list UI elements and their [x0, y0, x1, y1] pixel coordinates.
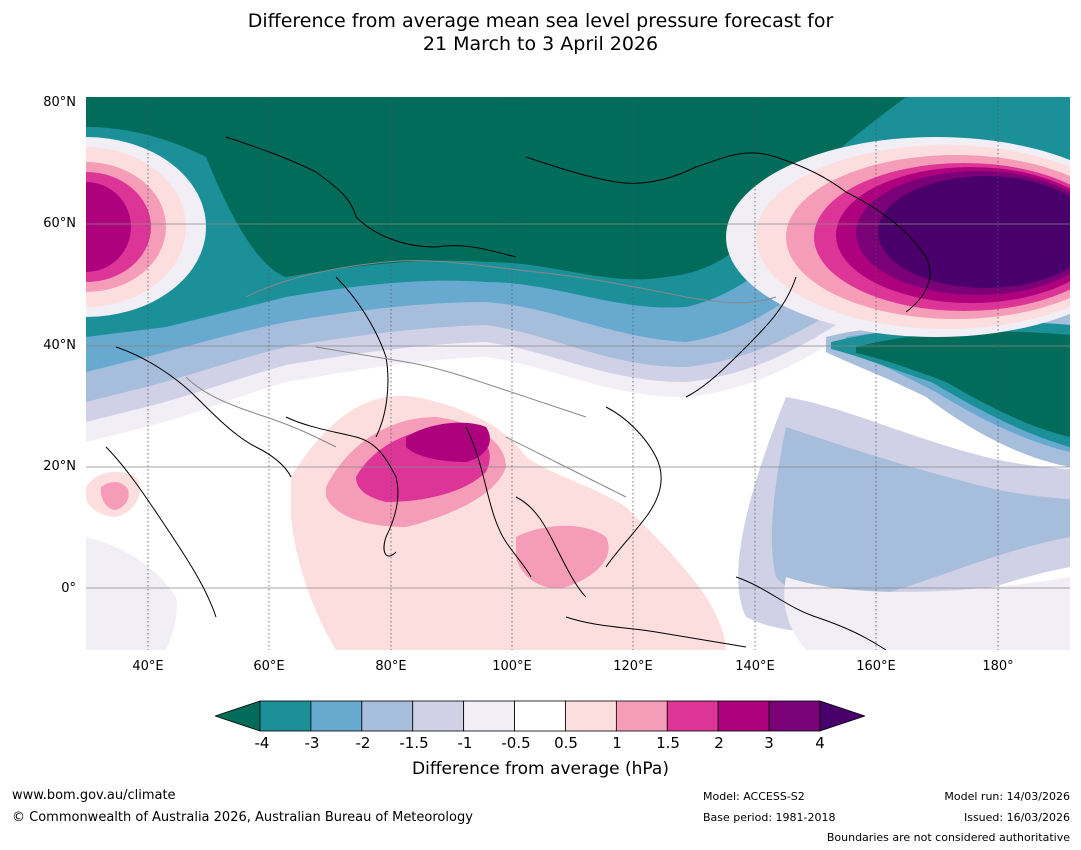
lat-label-40n: 40°N [43, 338, 76, 353]
colorbar-title: Difference from average (hPa) [412, 759, 669, 779]
title-line-1: Difference from average mean sea level p… [247, 10, 834, 32]
disclaimer-text: Boundaries are not considered authoritat… [826, 831, 1070, 844]
title-line-2: 21 March to 3 April 2026 [422, 33, 659, 55]
lon-label-160e: 160°E [856, 659, 896, 674]
website-link[interactable]: www.bom.gov.au/climate [12, 788, 176, 803]
tropical-light-anomaly [86, 397, 1070, 650]
colorbar-swatch [412, 700, 465, 732]
model-run-text: Model run: 14/03/2026 [944, 790, 1070, 803]
copyright-text: © Commonwealth of Australia 2026, Austra… [12, 810, 473, 825]
map-title: Difference from average mean sea level p… [0, 10, 1081, 56]
colorbar-swatch [666, 700, 719, 732]
colorbar-tick: 1 [612, 734, 622, 752]
positive-anomaly-south-asia [86, 395, 726, 650]
base-period-text: Base period: 1981-2018 [703, 811, 836, 824]
lat-label-0: 0° [61, 581, 76, 596]
lon-label-60e: 60°E [253, 659, 285, 674]
colorbar-tick: -0.5 [501, 734, 531, 752]
lon-label-140e: 140°E [735, 659, 775, 674]
lon-label-40e: 40°E [132, 659, 164, 674]
negative-anomaly-pacific [826, 320, 1070, 467]
lon-label-80e: 80°E [375, 659, 407, 674]
colorbar-swatch [310, 700, 363, 732]
colorbar-swatch [615, 700, 668, 732]
lat-label-20n: 20°N [43, 459, 76, 474]
colorbar-tick: -1.5 [399, 734, 429, 752]
coastlines [105, 136, 931, 650]
positive-anomaly-pacific [726, 137, 1070, 337]
lat-label-80n: 80°N [43, 95, 76, 110]
colorbar-swatch [768, 700, 821, 732]
positive-anomaly-west [86, 137, 206, 317]
pressure-anomaly-map [86, 97, 1070, 650]
map-gridlines [86, 97, 1070, 650]
issued-text: Issued: 16/03/2026 [963, 811, 1070, 824]
model-text: Model: ACCESS-S2 [703, 790, 805, 803]
colorbar-tick: -2 [355, 734, 371, 752]
colorbar-tick: 0.5 [554, 734, 578, 752]
lon-label-100e: 100°E [492, 659, 532, 674]
colorbar-arrow-high [819, 700, 867, 732]
colorbar-tick: -1 [457, 734, 473, 752]
colorbar-swatch [565, 700, 617, 732]
colorbar-arrow-low [213, 700, 261, 732]
colorbar-tick: 2 [714, 734, 724, 752]
colorbar-swatch [717, 700, 770, 732]
colorbar-tick: 3 [764, 734, 774, 752]
colorbar [213, 700, 867, 732]
colorbar-swatch [259, 700, 312, 732]
country-borders [185, 260, 777, 498]
colorbar-tick: 4 [815, 734, 825, 752]
colorbar-tick: -4 [254, 734, 270, 752]
colorbar-swatch [514, 700, 566, 732]
colorbar-tick: -3 [304, 734, 320, 752]
colorbar-tick: 1.5 [656, 734, 680, 752]
lon-label-120e: 120°E [613, 659, 653, 674]
lon-label-180: 180° [982, 659, 1014, 674]
lat-label-60n: 60°N [43, 216, 76, 231]
colorbar-swatch [361, 700, 414, 732]
colorbar-swatch [463, 700, 515, 732]
